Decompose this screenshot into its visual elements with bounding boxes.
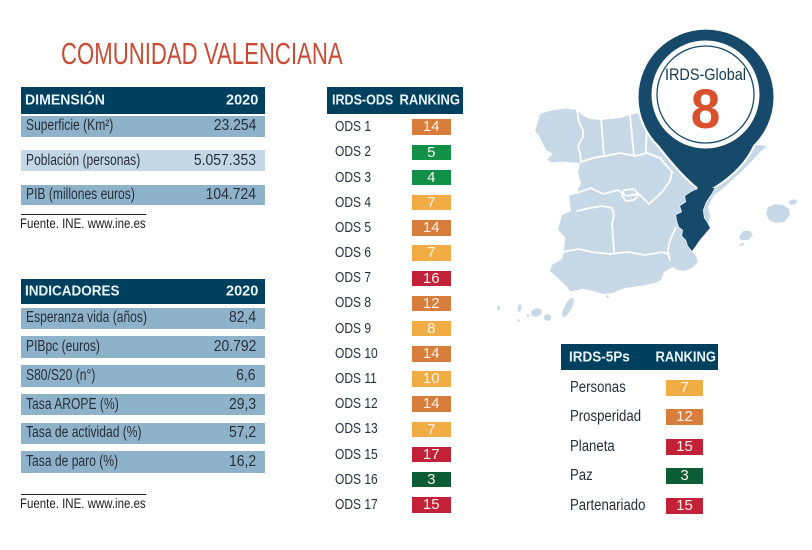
svg-text:8: 8 bbox=[691, 78, 721, 141]
svg-text:IRDS-Global: IRDS-Global bbox=[665, 66, 746, 84]
